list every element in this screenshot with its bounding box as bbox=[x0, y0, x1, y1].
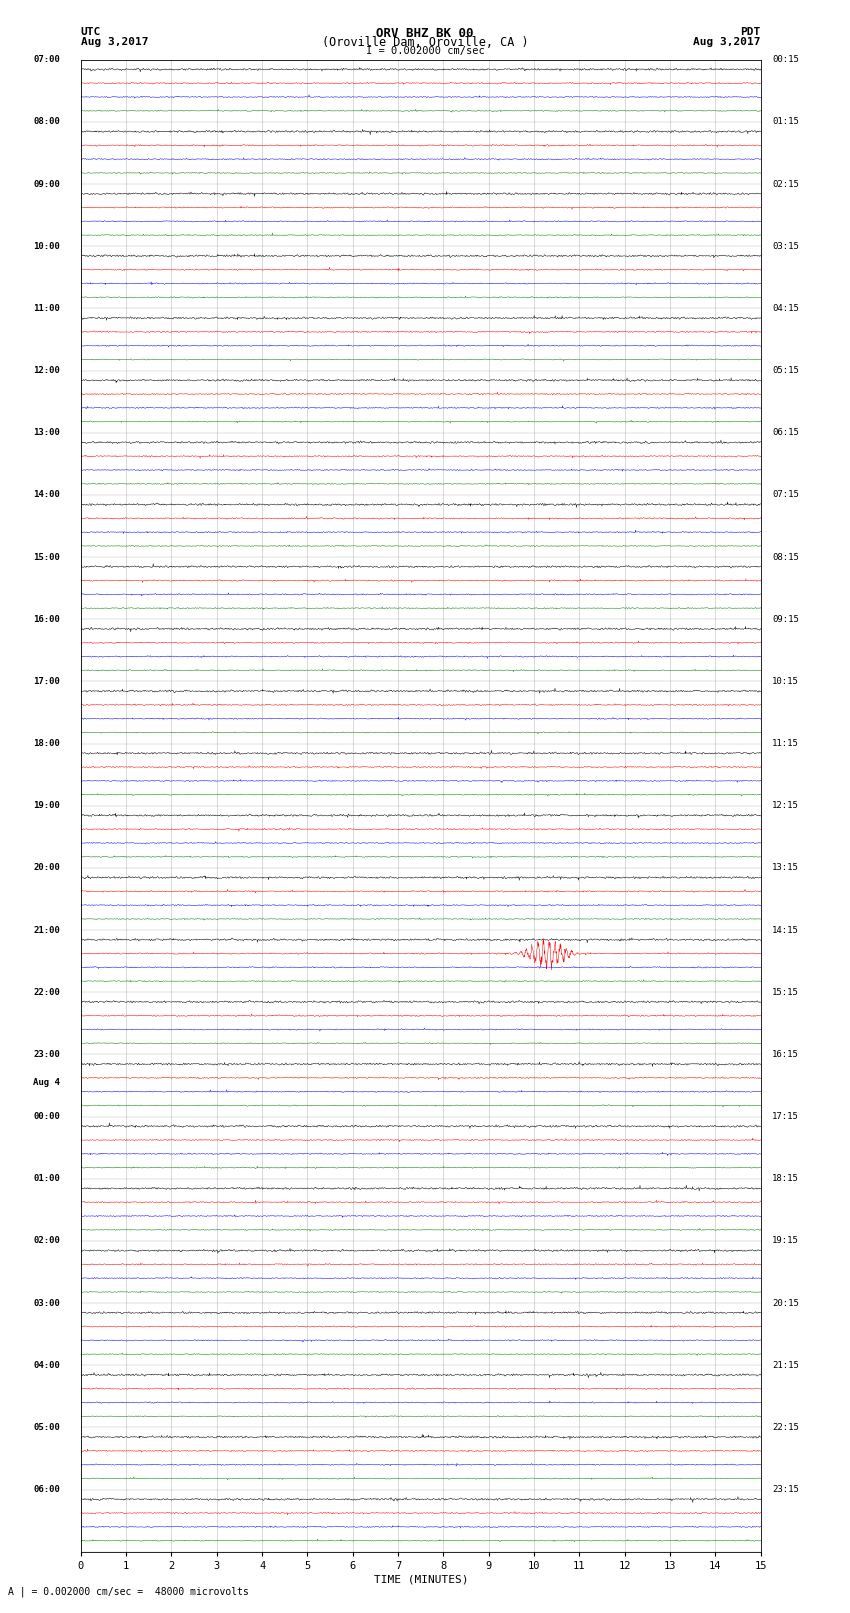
Text: 23:15: 23:15 bbox=[772, 1486, 799, 1494]
Text: 08:15: 08:15 bbox=[772, 553, 799, 561]
Text: 03:15: 03:15 bbox=[772, 242, 799, 250]
Text: Aug 3,2017: Aug 3,2017 bbox=[81, 37, 148, 47]
Text: 22:00: 22:00 bbox=[33, 987, 60, 997]
Text: I = 0.002000 cm/sec: I = 0.002000 cm/sec bbox=[366, 45, 484, 56]
Text: 05:00: 05:00 bbox=[33, 1423, 60, 1432]
Text: 21:00: 21:00 bbox=[33, 926, 60, 934]
Text: 14:15: 14:15 bbox=[772, 926, 799, 934]
Text: UTC: UTC bbox=[81, 26, 101, 37]
Text: Aug 4: Aug 4 bbox=[33, 1077, 60, 1087]
Text: 08:00: 08:00 bbox=[33, 118, 60, 126]
Text: 18:15: 18:15 bbox=[772, 1174, 799, 1184]
Text: 20:00: 20:00 bbox=[33, 863, 60, 873]
Text: 14:00: 14:00 bbox=[33, 490, 60, 500]
Text: 19:00: 19:00 bbox=[33, 802, 60, 810]
Text: 16:15: 16:15 bbox=[772, 1050, 799, 1058]
Text: 15:15: 15:15 bbox=[772, 987, 799, 997]
Text: (Oroville Dam, Oroville, CA ): (Oroville Dam, Oroville, CA ) bbox=[321, 37, 529, 50]
Text: 03:00: 03:00 bbox=[33, 1298, 60, 1308]
Text: 16:00: 16:00 bbox=[33, 615, 60, 624]
Text: 01:00: 01:00 bbox=[33, 1174, 60, 1184]
Text: 09:15: 09:15 bbox=[772, 615, 799, 624]
Text: 04:00: 04:00 bbox=[33, 1361, 60, 1369]
Text: 22:15: 22:15 bbox=[772, 1423, 799, 1432]
Text: 02:00: 02:00 bbox=[33, 1237, 60, 1245]
Text: 00:15: 00:15 bbox=[772, 55, 799, 65]
Text: 04:15: 04:15 bbox=[772, 303, 799, 313]
Text: 02:15: 02:15 bbox=[772, 179, 799, 189]
Text: 13:15: 13:15 bbox=[772, 863, 799, 873]
Text: 11:15: 11:15 bbox=[772, 739, 799, 748]
Text: 17:15: 17:15 bbox=[772, 1111, 799, 1121]
Text: 17:00: 17:00 bbox=[33, 677, 60, 686]
Text: 15:00: 15:00 bbox=[33, 553, 60, 561]
Text: 00:00: 00:00 bbox=[33, 1111, 60, 1121]
Text: 09:00: 09:00 bbox=[33, 179, 60, 189]
Text: Aug 3,2017: Aug 3,2017 bbox=[694, 37, 761, 47]
X-axis label: TIME (MINUTES): TIME (MINUTES) bbox=[373, 1574, 468, 1586]
Text: 10:15: 10:15 bbox=[772, 677, 799, 686]
Text: 11:00: 11:00 bbox=[33, 303, 60, 313]
Text: 10:00: 10:00 bbox=[33, 242, 60, 250]
Text: 05:15: 05:15 bbox=[772, 366, 799, 374]
Text: 20:15: 20:15 bbox=[772, 1298, 799, 1308]
Text: 01:15: 01:15 bbox=[772, 118, 799, 126]
Text: PDT: PDT bbox=[740, 26, 761, 37]
Text: ORV BHZ BK 00: ORV BHZ BK 00 bbox=[377, 26, 473, 40]
Text: 07:00: 07:00 bbox=[33, 55, 60, 65]
Text: A | = 0.002000 cm/sec =  48000 microvolts: A | = 0.002000 cm/sec = 48000 microvolts bbox=[8, 1586, 249, 1597]
Text: 12:00: 12:00 bbox=[33, 366, 60, 374]
Text: 23:00: 23:00 bbox=[33, 1050, 60, 1058]
Text: 13:00: 13:00 bbox=[33, 427, 60, 437]
Text: 12:15: 12:15 bbox=[772, 802, 799, 810]
Text: 21:15: 21:15 bbox=[772, 1361, 799, 1369]
Text: 06:00: 06:00 bbox=[33, 1486, 60, 1494]
Text: 19:15: 19:15 bbox=[772, 1237, 799, 1245]
Text: 06:15: 06:15 bbox=[772, 427, 799, 437]
Text: 07:15: 07:15 bbox=[772, 490, 799, 500]
Text: 18:00: 18:00 bbox=[33, 739, 60, 748]
